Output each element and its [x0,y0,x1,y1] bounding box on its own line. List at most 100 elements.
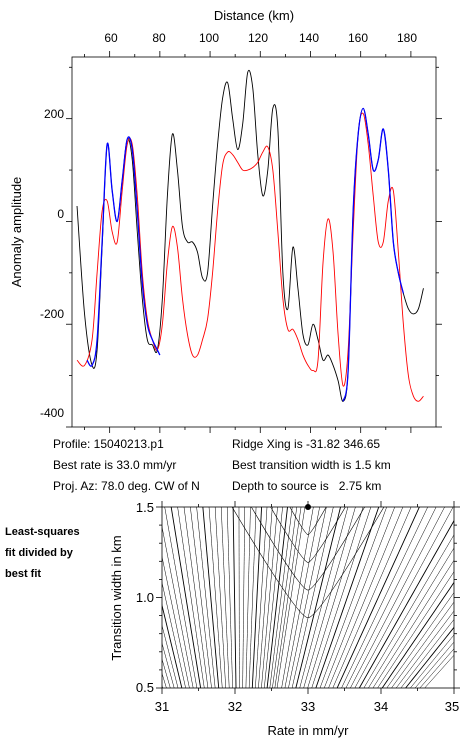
contour-line-left [164,507,198,688]
top-x-tick-label-180: 180 [397,31,417,45]
info-proj-az: Proj. Az: 78.0 deg. CW of N [53,479,200,493]
bottom-y-tick-label-0-5: 0.5 [136,680,154,695]
bottom-y-axis-title: Transition width in km [109,535,124,660]
top-x-tick-label-140: 140 [299,31,319,45]
top-plot-frame [71,56,437,428]
contour-line-left [162,603,183,688]
bottom-x-tick-label-32: 32 [228,699,242,714]
contour-line-right [341,507,428,688]
contour-line-left [162,555,190,688]
fit-segment-1-line [86,136,161,367]
top-x-tick-label-120: 120 [248,31,268,45]
contour-line-left [232,507,237,688]
info-best-rate: Best rate is 33.0 mm/yr [53,458,176,472]
contour-line-right [328,507,404,688]
contour-line-left [251,507,263,688]
top-y-axis-title: Anomaly amplitude [9,177,24,288]
top-y-tick-label-200-pos: 200 [44,107,64,121]
contour-line-right [284,507,320,688]
contour-line-left [214,507,226,688]
contour-line-right [405,626,454,688]
contour-line-left [266,507,288,688]
bottom-x-tick-label-34: 34 [374,699,388,714]
contour-line-left [248,507,257,688]
contour-line-right [281,507,314,688]
contour-line-left [0,507,2,688]
contour-line-right [391,601,454,688]
contour-line-right [381,581,454,688]
info-profile: Profile: 15040213.p1 [53,437,164,451]
contour-line-right [400,619,454,688]
top-x-tick-label-80: 80 [152,31,166,45]
contour-line-left [245,507,251,688]
contour-line-right [324,507,395,688]
contour-line-left [220,507,230,688]
contour-line-right [395,610,454,688]
top-x-tick-label-160: 160 [348,31,368,45]
contour-line-left [264,507,283,688]
info-depth: Depth to source is 2.75 km [232,479,381,493]
info-best-width: Best transition width is 1.5 km [232,458,391,472]
top-y-tick-label-400: -400 [40,406,64,420]
contour-line-set [0,507,454,688]
contour-line-minimum [289,507,327,535]
contour-line-minimum [270,507,346,563]
top-y-tick-label-0: 0 [57,207,64,221]
contour-line-left [162,581,186,688]
contour-line-left [162,642,175,688]
contour-line-left [242,507,246,688]
best-fit-point [305,504,311,510]
contour-line-right [288,507,327,688]
bottom-x-axis-title: Rate in mm/yr [268,723,350,738]
contour-line-right [291,507,334,688]
contour-line-right [419,648,454,688]
observed-series-line [76,69,424,402]
top-axis-ticks [66,51,442,433]
top-x-axis-title: Distance (km) [214,8,294,23]
top-x-tick-label-100: 100 [199,31,219,45]
contour-line-right [350,507,445,688]
contour-line-left [274,507,302,688]
side-note-line3: best fit [5,568,41,580]
contour-line-right [299,507,349,688]
contour-line-left [196,507,216,688]
contour-line-right [386,592,454,688]
contour-line-left [162,525,194,688]
contour-line-right [377,571,454,688]
contour-line-left [276,507,306,688]
bottom-y-tick-label-1-0: 1.0 [136,590,154,605]
top-x-tick-label-60: 60 [104,31,118,45]
contour-line-left [183,507,209,688]
contour-line-minimum [251,507,365,591]
contour-line-right [358,519,454,688]
side-note-line2: fit divided by [5,547,74,559]
contour-line-left [261,507,278,688]
contour-line-left [226,507,233,688]
contour-line-left [258,507,273,688]
fit-segment-2-line [342,107,405,402]
contour-line-right [414,641,454,688]
bottom-x-tick-label-31: 31 [155,699,169,714]
contour-line-right [295,507,341,688]
contour-line-right [410,634,454,688]
bottom-x-tick-label-35: 35 [445,699,459,714]
side-note-line1: Least-squares [5,526,80,538]
contour-line-right [307,507,364,688]
contour-line-right [345,507,437,688]
contour-line-right [315,507,380,688]
contour-line-right [332,507,412,688]
contour-line-right [311,507,372,688]
contour-line-right [354,507,454,688]
contour-line-left [177,507,205,688]
contour-line-minimum [231,507,385,619]
contour-line-left [70,507,143,688]
contour-line-left [202,507,220,688]
contour-line-left [162,624,179,688]
top-series-group [76,69,424,402]
contour-line-left [255,507,268,688]
contour-line-left [272,507,298,688]
bottom-y-tick-label-1-5: 1.5 [136,500,154,515]
contour-line-left [208,507,223,688]
contour-lines [0,507,454,688]
